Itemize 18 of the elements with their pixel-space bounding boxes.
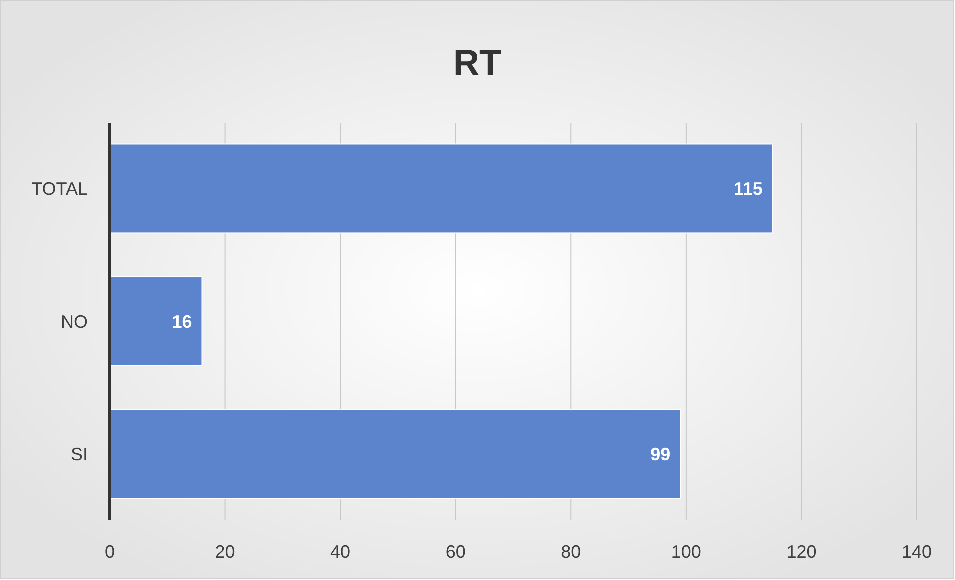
x-tick-label: 0 — [104, 542, 116, 562]
bar — [110, 276, 203, 366]
x-tick-label: 80 — [561, 542, 582, 562]
chart-title: RT — [454, 42, 502, 83]
data-label: 115 — [734, 179, 763, 200]
bar — [110, 144, 774, 234]
data-label: 99 — [650, 444, 671, 465]
x-tick-label: 20 — [215, 542, 236, 562]
x-tick-label: 60 — [446, 542, 466, 562]
data-label: 16 — [172, 312, 192, 332]
y-tick-label: NO — [61, 312, 88, 332]
y-tick-label: TOTAL — [32, 179, 88, 200]
x-tick-label: 140 — [902, 542, 932, 562]
x-tick-label: 40 — [330, 542, 351, 562]
y-tick-label: SI — [70, 444, 88, 465]
x-tick-label: 120 — [786, 542, 817, 562]
bar — [110, 409, 682, 500]
x-tick-label: 100 — [671, 542, 702, 562]
